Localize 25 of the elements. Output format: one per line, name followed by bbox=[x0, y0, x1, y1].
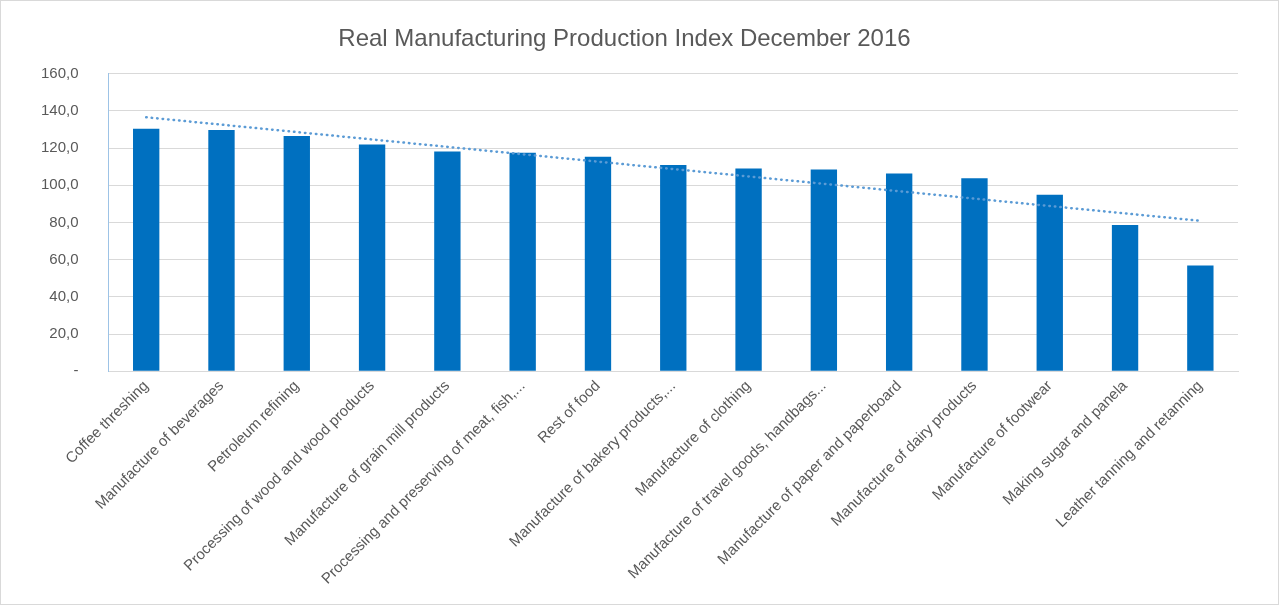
y-tick-label: 100,0 bbox=[40, 175, 79, 193]
y-tick-label: 20,0 bbox=[49, 324, 79, 342]
bar bbox=[434, 151, 461, 371]
y-tick-label: - bbox=[73, 361, 79, 379]
bar bbox=[1036, 194, 1063, 371]
bar bbox=[961, 178, 988, 371]
bar bbox=[358, 144, 386, 371]
bar bbox=[208, 130, 235, 371]
bar bbox=[660, 165, 687, 371]
y-tick-label: 160,0 bbox=[40, 63, 79, 81]
bar bbox=[885, 173, 913, 371]
y-tick-label: 40,0 bbox=[49, 286, 79, 304]
bar bbox=[735, 168, 762, 371]
y-tick-label: 80,0 bbox=[49, 212, 79, 230]
chart-title: Real Manufacturing Production Index December 2016 bbox=[338, 24, 911, 52]
y-tick-label: 120,0 bbox=[40, 138, 79, 156]
bar bbox=[1187, 265, 1214, 371]
bar bbox=[1111, 225, 1139, 371]
y-tick-label: 60,0 bbox=[49, 249, 79, 267]
bar bbox=[584, 156, 612, 371]
bar bbox=[283, 135, 310, 371]
bar bbox=[133, 128, 160, 371]
bar bbox=[810, 169, 838, 371]
bar bbox=[509, 152, 536, 371]
y-tick-label: 140,0 bbox=[40, 101, 79, 119]
